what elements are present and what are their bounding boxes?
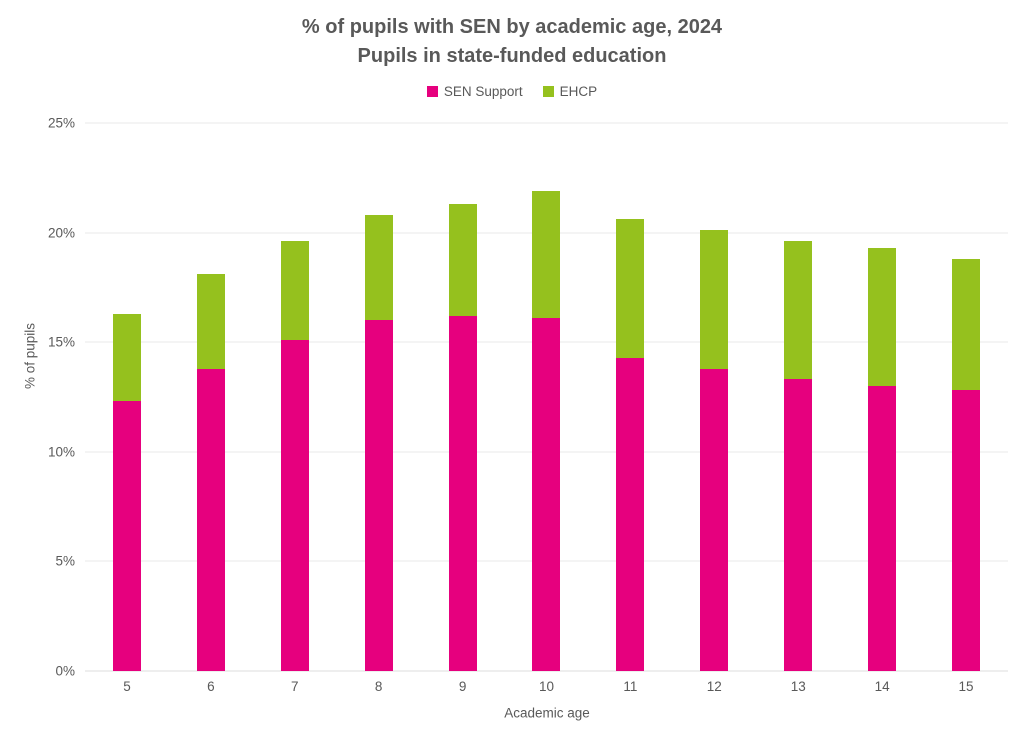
stacked-bar-age-8 xyxy=(364,123,393,671)
stacked-bar-age-10 xyxy=(532,123,561,671)
stacked-bar-age-13 xyxy=(784,123,813,671)
gridline-25 xyxy=(85,122,1008,124)
segment-ehcp-age-14 xyxy=(868,247,897,387)
bar-slot-age-6: 6 xyxy=(169,123,253,694)
x-tick-label-15: 15 xyxy=(958,679,974,694)
segment-sen-support-age-13 xyxy=(784,379,813,671)
segment-sen-support-age-7 xyxy=(280,340,309,671)
segment-ehcp-age-9 xyxy=(448,204,477,316)
bar-slot-age-9: 9 xyxy=(421,123,505,694)
title-block: % of pupils with SEN by academic age, 20… xyxy=(0,13,1024,71)
segment-sen-support-age-11 xyxy=(616,357,645,671)
segment-ehcp-age-10 xyxy=(532,190,561,319)
sen-support-swatch-icon xyxy=(426,86,438,97)
segment-sen-support-age-14 xyxy=(868,386,897,671)
x-tick-label-13: 13 xyxy=(790,679,806,694)
x-axis-title: Academic age xyxy=(504,705,590,721)
bar-slot-age-7: 7 xyxy=(253,123,337,694)
legend: SEN Support EHCP xyxy=(0,84,1024,99)
y-tick-label-20: 20% xyxy=(47,225,75,241)
legend-label-ehcp: EHCP xyxy=(559,84,598,99)
x-tick-label-7: 7 xyxy=(291,679,299,694)
segment-sen-support-age-15 xyxy=(952,390,981,671)
gridline-0 xyxy=(85,670,1008,672)
bar-slot-age-14: 14 xyxy=(840,123,924,694)
y-tick-label-5: 5% xyxy=(55,553,75,569)
segment-ehcp-age-11 xyxy=(616,219,645,358)
segment-sen-support-age-8 xyxy=(364,320,393,671)
y-tick-label-10: 10% xyxy=(47,444,75,460)
ehcp-swatch-icon xyxy=(542,86,554,97)
chart-subtitle: Pupils in state-funded education xyxy=(357,45,667,67)
x-tick-label-9: 9 xyxy=(458,679,467,694)
y-tick-label-0: 0% xyxy=(55,663,75,679)
segment-sen-support-age-9 xyxy=(448,315,477,671)
bar-slot-age-13: 13 xyxy=(756,123,840,694)
x-tick-label-8: 8 xyxy=(374,679,383,694)
bar-slot-age-12: 12 xyxy=(672,123,756,694)
x-tick-label-12: 12 xyxy=(706,679,722,694)
segment-ehcp-age-8 xyxy=(364,215,393,321)
stacked-bar-age-5 xyxy=(112,123,141,671)
segment-ehcp-age-15 xyxy=(952,258,981,391)
legend-item-ehcp: EHCP xyxy=(542,84,598,99)
segment-sen-support-age-6 xyxy=(196,368,225,671)
bar-slot-age-11: 11 xyxy=(588,123,672,694)
segment-ehcp-age-5 xyxy=(112,313,141,402)
legend-label-sen-support: SEN Support xyxy=(443,84,523,99)
x-tick-label-5: 5 xyxy=(123,679,131,694)
bar-slot-age-5: 5 xyxy=(85,123,169,694)
segment-ehcp-age-12 xyxy=(700,230,729,369)
y-tick-label-15: 15% xyxy=(47,334,75,350)
stacked-bar-age-9 xyxy=(448,123,477,671)
bar-slot-age-10: 10 xyxy=(505,123,589,694)
chart-title: % of pupils with SEN by academic age, 20… xyxy=(301,16,723,38)
legend-item-sen-support: SEN Support xyxy=(426,84,523,99)
stacked-bar-age-6 xyxy=(196,123,225,671)
x-tick-label-6: 6 xyxy=(207,679,215,694)
y-tick-label-25: 25% xyxy=(47,115,75,131)
segment-sen-support-age-12 xyxy=(700,368,729,671)
x-tick-label-10: 10 xyxy=(538,679,554,694)
stacked-bar-age-11 xyxy=(616,123,645,671)
plot-area: 0% 5% 10% 15% 20% 25% 5 6 7 8 9 10 11 12 13 14 15 xyxy=(48,116,1008,694)
segment-sen-support-age-10 xyxy=(532,318,561,671)
bar-slot-age-15: 15 xyxy=(924,123,1008,694)
x-tick-label-11: 11 xyxy=(623,679,638,694)
segment-ehcp-age-13 xyxy=(784,241,813,380)
stacked-bar-age-7 xyxy=(280,123,309,671)
segment-sen-support-age-5 xyxy=(112,401,141,671)
stacked-bar-age-14 xyxy=(868,123,897,671)
segment-ehcp-age-6 xyxy=(196,274,225,369)
bar-slot-age-8: 8 xyxy=(337,123,421,694)
y-axis-title: % of pupils xyxy=(22,322,38,390)
x-tick-label-14: 14 xyxy=(874,679,890,694)
segment-ehcp-age-7 xyxy=(280,241,309,341)
stacked-bar-age-12 xyxy=(700,123,729,671)
stacked-bar-age-15 xyxy=(952,123,981,671)
